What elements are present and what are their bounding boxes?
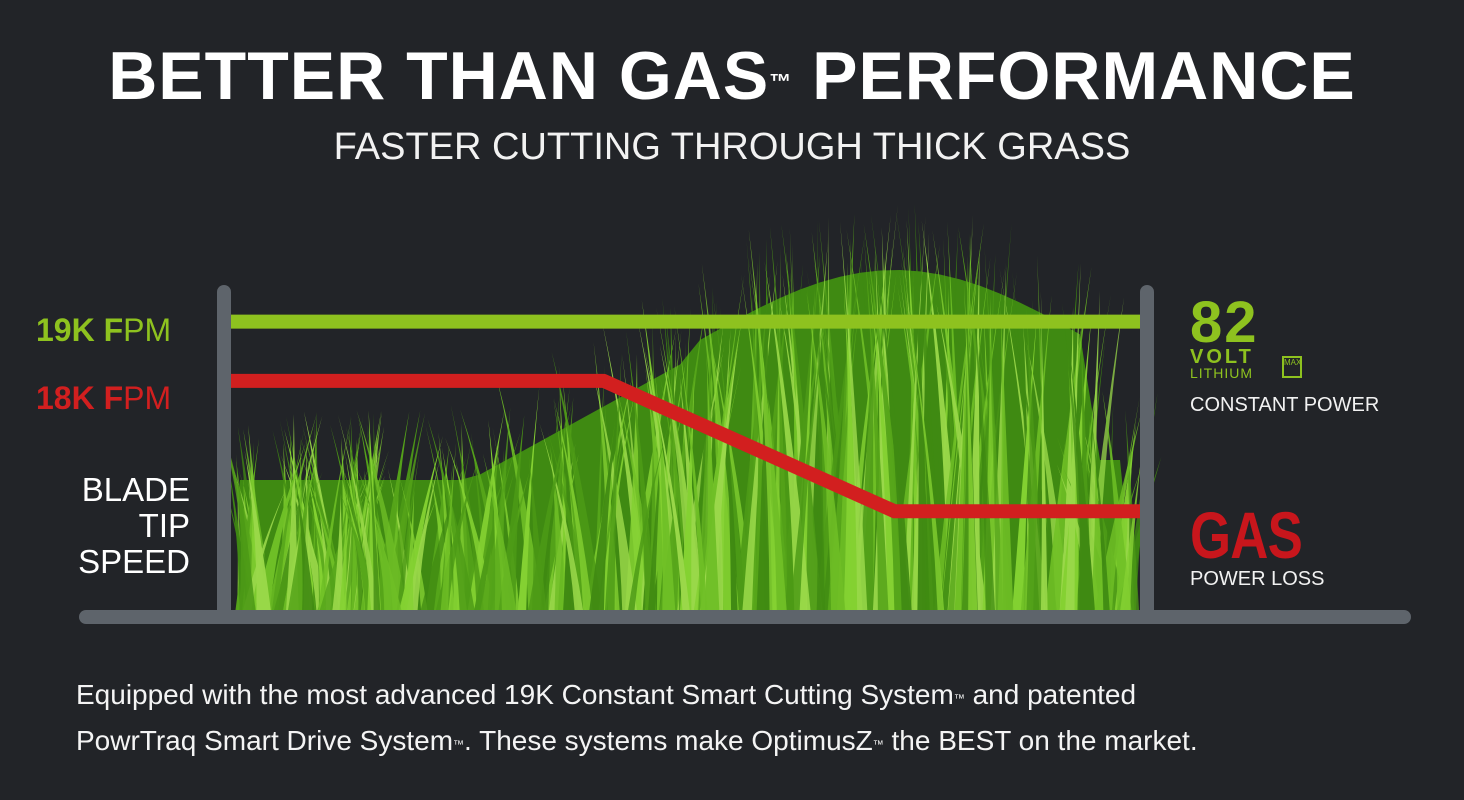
title-text-pre: BETTER THAN GAS — [108, 38, 770, 114]
label-18k-bold: 18K F — [36, 380, 124, 416]
logo-volt: VOLT — [1190, 346, 1254, 368]
description-line1-post: and patented — [964, 679, 1137, 710]
label-19k-bold: 19K F — [36, 312, 124, 348]
page-title: BETTER THAN GAS™ PERFORMANCE — [0, 36, 1464, 116]
y-axis-label-line-1: BLADE — [81, 471, 190, 508]
description-line1-pre: Equipped with the most advanced 19K Cons… — [76, 679, 954, 710]
y-axis-label-line-3: SPEED — [78, 543, 190, 580]
title-trademark: ™ — [769, 69, 793, 94]
label-19k-fpm: 19K FPM — [36, 312, 171, 348]
description-line2-pre: PowrTraq Smart Drive System — [76, 725, 454, 756]
description-line2-mid: . These systems make OptimusZ — [464, 725, 873, 756]
82-volt-logo: 82 VOLT LITHIUM MAX — [1190, 290, 1308, 381]
description-tm-1: ™ — [953, 693, 965, 705]
grass-illustration — [219, 204, 1162, 613]
title-text-post: PERFORMANCE — [792, 38, 1356, 114]
constant-power-caption: CONSTANT POWER — [1190, 394, 1380, 416]
description-tm-2: ™ — [453, 739, 465, 751]
power-loss-caption: POWER LOSS — [1190, 568, 1325, 590]
series-line-18k — [231, 373, 1140, 519]
gas-label: GAS — [1190, 498, 1303, 572]
page-subtitle: FASTER CUTTING THROUGH THICK GRASS — [333, 126, 1131, 168]
label-19k-unit: PM — [123, 312, 172, 348]
label-18k-fpm: 18K FPM — [36, 380, 171, 416]
label-18k-unit: PM — [123, 380, 172, 416]
y-axis-label: BLADE TIP SPEED — [40, 472, 190, 580]
logo-number: 82 — [1190, 290, 1259, 355]
description: Equipped with the most advanced 19K Cons… — [76, 672, 1406, 764]
description-tm-3: ™ — [872, 739, 884, 751]
logo-max: MAX — [1282, 356, 1302, 378]
y-axis-label-line-2: TIP — [138, 507, 190, 544]
description-line2-post: the BEST on the market. — [883, 725, 1198, 756]
logo-lithium: LITHIUM — [1190, 365, 1253, 381]
